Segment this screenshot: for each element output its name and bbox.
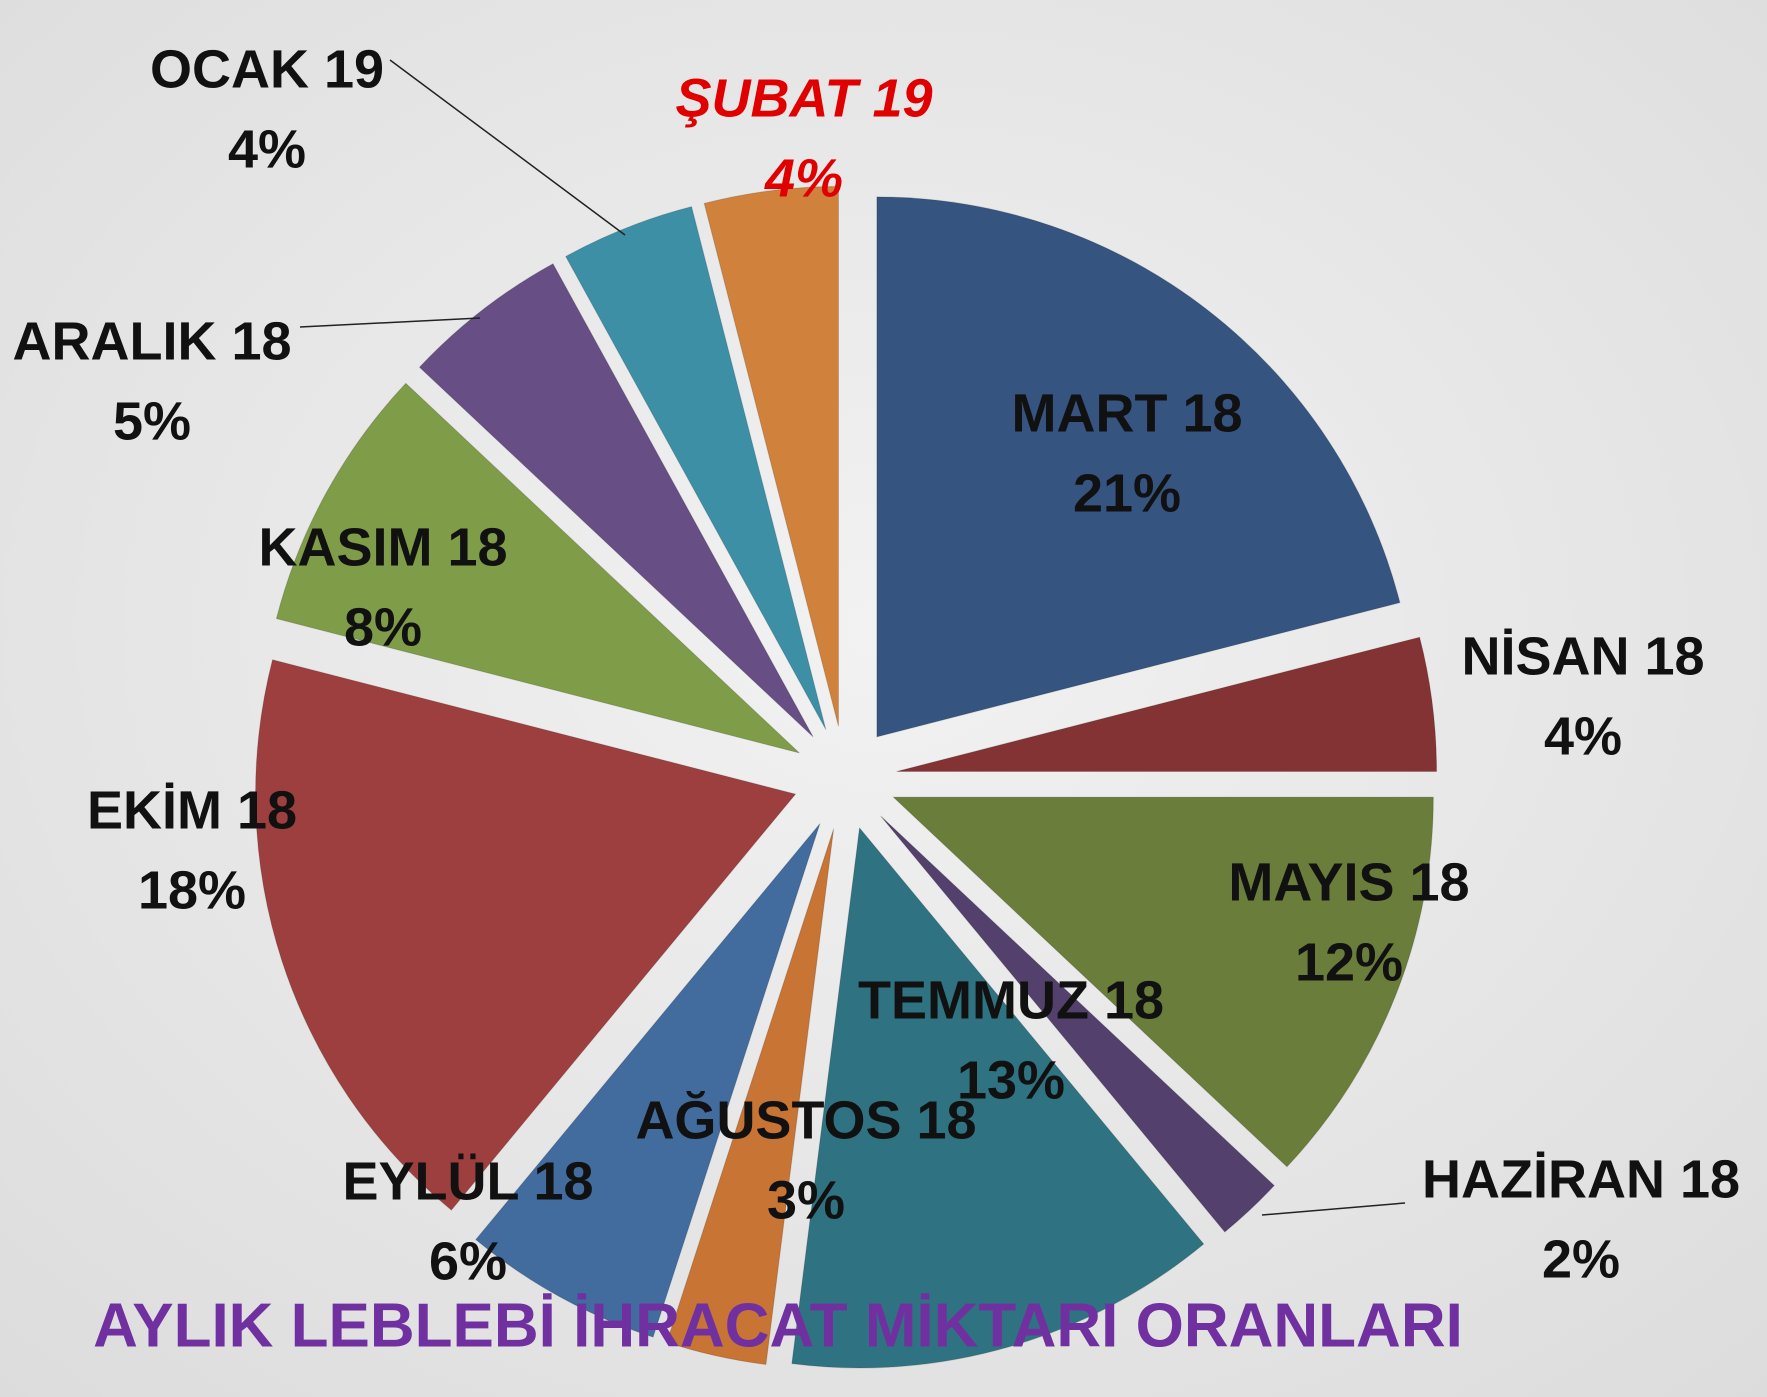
pie-slice (876, 196, 1401, 738)
pie-slice (791, 826, 1205, 1369)
value-label: 4% (764, 148, 843, 208)
slice-label: NİSAN 18 (1461, 626, 1704, 686)
slice-label: AĞUSTOS 18 (635, 1090, 976, 1150)
pie-slice (565, 206, 827, 730)
pie-slice (475, 823, 821, 1338)
pie-slice (255, 659, 797, 1211)
value-label: 3% (767, 1170, 845, 1230)
value-label: 21% (1073, 463, 1181, 523)
pie-slice (275, 382, 800, 754)
value-label: 6% (429, 1231, 507, 1291)
value-label: 18% (138, 860, 246, 920)
value-label: 4% (1544, 706, 1622, 766)
pie-slice (703, 185, 839, 727)
slice-label: MART 18 (1011, 383, 1242, 443)
pie-slice (896, 636, 1438, 772)
slice-label: KASIM 18 (258, 517, 507, 577)
leader-line (1261, 1202, 1406, 1216)
slice-label: HAZİRAN 18 (1422, 1149, 1740, 1209)
slice-label: EKİM 18 (87, 780, 297, 840)
value-label: 5% (113, 391, 191, 451)
slice-label: TEMMUZ 18 (858, 970, 1164, 1030)
leader-line (299, 317, 481, 328)
pie-slice (892, 796, 1434, 1168)
slice-label: ŞUBAT 19 (675, 68, 932, 128)
slice-label: MAYIS 18 (1228, 852, 1469, 912)
value-label: 8% (344, 597, 422, 657)
pie-slice (666, 828, 835, 1366)
leader-line (389, 59, 626, 236)
slice-label: EYLÜL 18 (342, 1151, 593, 1211)
value-label: 2% (1542, 1229, 1620, 1289)
slice-label: ARALIK 18 (12, 311, 291, 371)
value-label: 4% (228, 119, 306, 179)
pie-slice (880, 815, 1275, 1233)
chart-title: AYLIK LEBLEBİ İHRACAT MİKTARI ORANLARI (93, 1291, 1463, 1360)
pie-slice (418, 263, 814, 738)
slice-label: OCAK 19 (150, 39, 384, 99)
value-label: 13% (957, 1050, 1065, 1110)
value-label: 12% (1295, 932, 1403, 992)
